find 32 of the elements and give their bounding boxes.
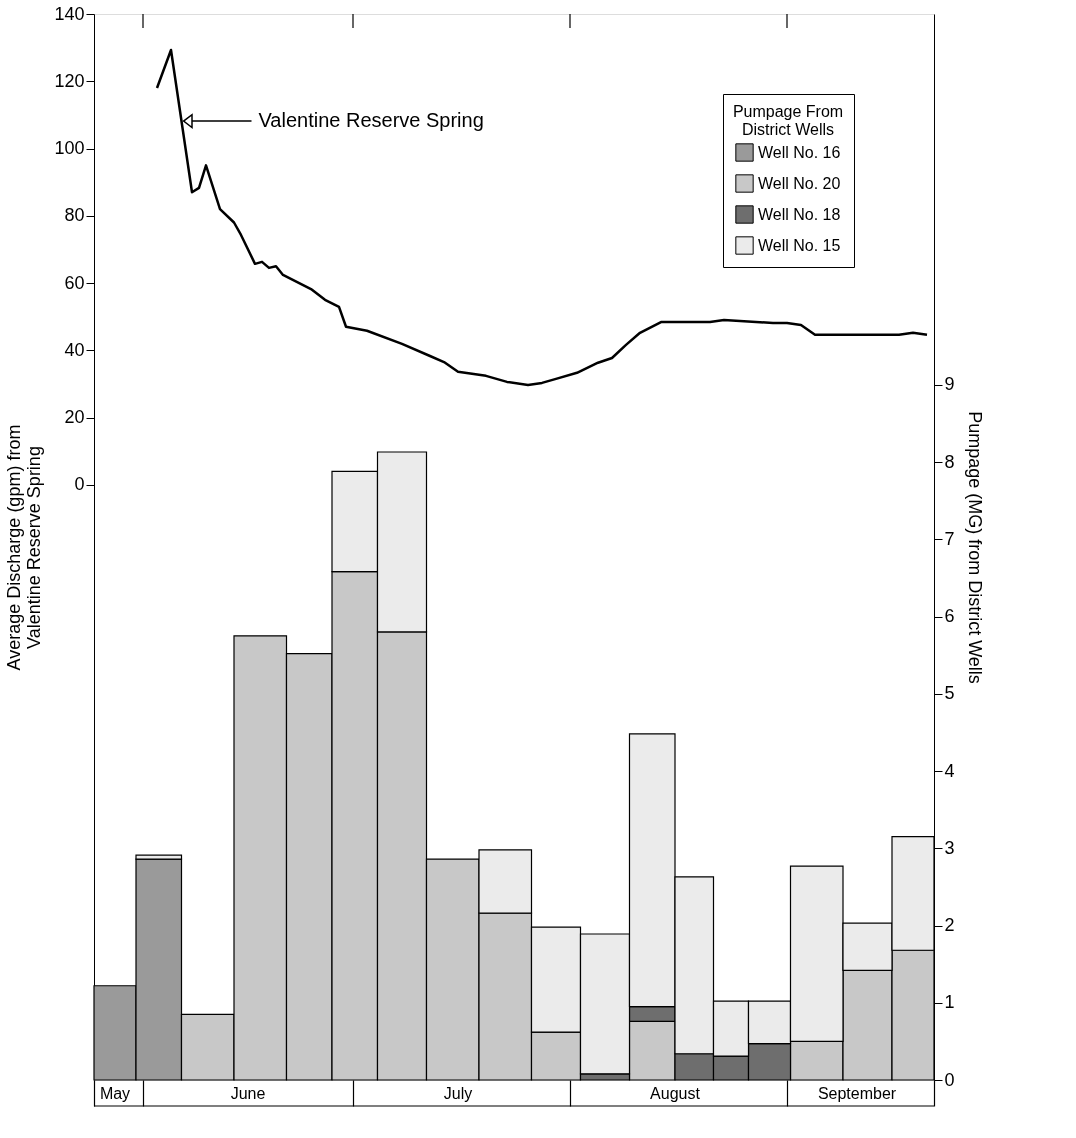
y-tick-label: 20 [64, 407, 85, 428]
legend-label: Well No. 15 [758, 236, 841, 254]
y2-tick-label: 9 [944, 374, 955, 395]
x-tick-label: September [817, 1085, 897, 1102]
y-axis-title: Average Discharge (gpm) from Valentine Reserve Spring [4, 424, 45, 671]
y-tick-label: 100 [54, 138, 85, 159]
legend-label: Valentine Reserve Spring [258, 109, 484, 132]
legend-label: Well No. 20 [758, 174, 841, 192]
y-tick-label: 0 [74, 474, 85, 495]
x-tick-label: August [650, 1085, 701, 1102]
legend-title: Pumpage From District Wells [732, 103, 844, 138]
y-tick-label: 60 [64, 272, 85, 293]
y2-tick-label: 1 [944, 992, 955, 1013]
y-tick-label: 80 [64, 205, 85, 226]
legend-label: Well No. 16 [758, 143, 841, 161]
y-tick-label: 40 [64, 339, 85, 360]
y2-axis-title: Pumpage (MG) from District Wells [964, 411, 985, 684]
x-tick-label: May [99, 1085, 131, 1102]
line-series [155, 48, 929, 387]
legend-label: Well No. 18 [758, 205, 841, 223]
x-tick-label: June [230, 1085, 266, 1102]
y-tick-label: 140 [54, 3, 85, 24]
y2-tick-label: 8 [944, 451, 955, 472]
y2-tick-label: 4 [944, 760, 955, 781]
y-tick-label: 120 [54, 70, 85, 91]
y2-tick-label: 0 [944, 1069, 955, 1090]
y2-tick-label: 6 [944, 606, 955, 627]
y2-tick-label: 7 [944, 528, 955, 549]
y2-tick-label: 3 [944, 837, 955, 858]
y2-tick-label: 5 [944, 683, 955, 704]
x-tick-label: July [443, 1085, 473, 1102]
y2-tick-label: 2 [944, 915, 955, 936]
